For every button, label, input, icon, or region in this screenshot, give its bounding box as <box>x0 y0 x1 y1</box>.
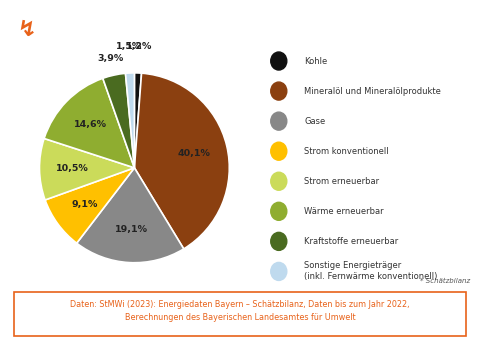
Text: Gase: Gase <box>304 117 325 126</box>
Wedge shape <box>39 138 134 200</box>
Text: 3,9%: 3,9% <box>97 54 123 63</box>
Text: ↯: ↯ <box>17 20 36 40</box>
Circle shape <box>271 172 287 190</box>
Text: 40,1%: 40,1% <box>178 149 211 158</box>
Wedge shape <box>103 73 134 168</box>
Text: 19,1%: 19,1% <box>115 225 148 234</box>
Text: Wärme erneuerbar: Wärme erneuerbar <box>304 207 384 216</box>
Circle shape <box>271 202 287 220</box>
Circle shape <box>271 82 287 100</box>
Text: Strom konventionell: Strom konventionell <box>304 147 389 156</box>
Circle shape <box>271 232 287 251</box>
Circle shape <box>271 112 287 130</box>
Wedge shape <box>134 73 142 168</box>
FancyBboxPatch shape <box>14 292 466 336</box>
Circle shape <box>271 52 287 70</box>
Text: Struktur des Endenergieverbrauchs in Bayern 2022*: Struktur des Endenergieverbrauchs in Bay… <box>48 22 480 37</box>
Text: 9,1%: 9,1% <box>72 200 98 209</box>
Circle shape <box>0 7 209 52</box>
Circle shape <box>271 262 287 280</box>
Wedge shape <box>125 73 134 168</box>
Text: 1,5%: 1,5% <box>116 42 142 51</box>
Text: * Schätzbilanz: * Schätzbilanz <box>420 278 470 284</box>
Text: Kohle: Kohle <box>304 57 327 65</box>
Text: Sonstige Energieträger
(inkl. Fernwärme konventionell): Sonstige Energieträger (inkl. Fernwärme … <box>304 261 437 281</box>
Wedge shape <box>45 168 134 243</box>
Wedge shape <box>44 78 134 168</box>
Wedge shape <box>134 73 229 249</box>
Text: Mineralöl und Mineralölprodukte: Mineralöl und Mineralölprodukte <box>304 86 441 96</box>
Text: Daten: StMWi (2023): Energiedaten Bayern – Schätzbilanz, Daten bis zum Jahr 2022: Daten: StMWi (2023): Energiedaten Bayern… <box>70 300 410 322</box>
Text: Strom erneuerbar: Strom erneuerbar <box>304 177 379 186</box>
Text: 1,2%: 1,2% <box>126 42 152 51</box>
Wedge shape <box>77 168 184 263</box>
Circle shape <box>271 142 287 160</box>
Text: 14,6%: 14,6% <box>74 120 107 129</box>
Text: 10,5%: 10,5% <box>56 164 89 173</box>
Text: Kraftstoffe erneuerbar: Kraftstoffe erneuerbar <box>304 237 398 246</box>
